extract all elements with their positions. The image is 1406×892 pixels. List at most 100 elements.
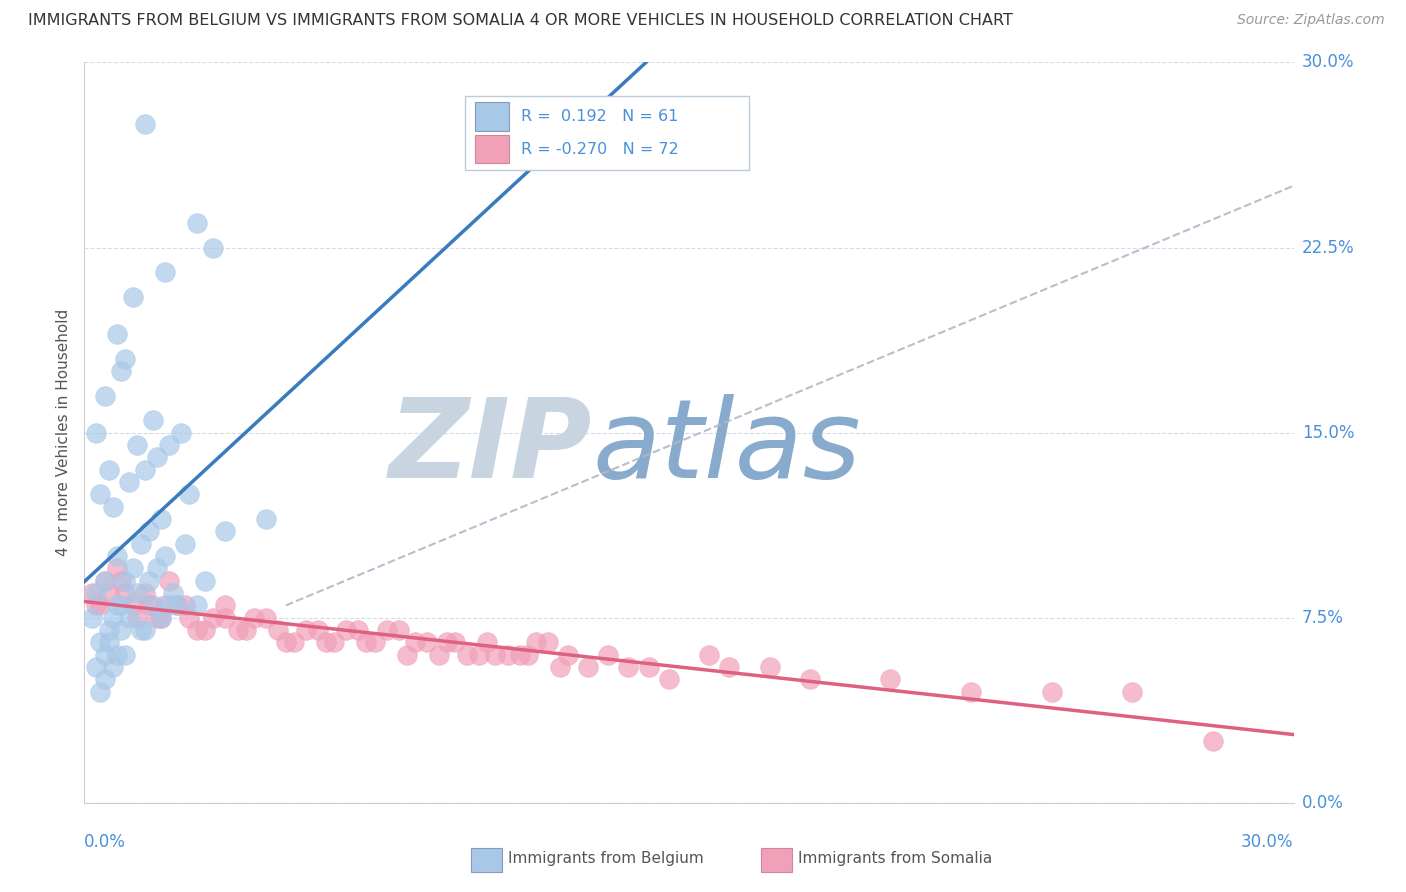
Point (186, 216, 208, 230)
Point (114, 586, 136, 600)
Point (86, 425, 108, 440)
Point (86, 599, 108, 613)
Point (97, 635, 120, 649)
Point (658, 673, 681, 687)
Point (101, 500, 124, 514)
Point (110, 623, 132, 637)
Point (89, 599, 111, 613)
Point (134, 586, 156, 600)
Point (484, 648, 506, 662)
Point (129, 536, 152, 550)
Text: Source: ZipAtlas.com: Source: ZipAtlas.com (1237, 13, 1385, 28)
Point (697, 648, 720, 662)
Point (142, 413, 165, 427)
Point (166, 599, 188, 613)
Point (97, 462, 120, 476)
Point (254, 610, 277, 624)
Point (416, 635, 439, 649)
Point (142, 599, 165, 613)
Point (146, 450, 169, 465)
Point (1202, 734, 1225, 748)
Point (110, 364, 132, 378)
Point (307, 623, 329, 637)
FancyBboxPatch shape (471, 848, 502, 871)
Point (274, 635, 297, 649)
Point (93, 648, 115, 662)
Point (179, 487, 201, 501)
Point (315, 635, 337, 649)
Point (97, 623, 120, 637)
Y-axis label: 4 or more Vehicles in Household: 4 or more Vehicles in Household (56, 309, 72, 557)
Point (179, 610, 201, 624)
Point (356, 635, 378, 649)
Point (477, 635, 499, 649)
Point (134, 623, 156, 637)
Point (235, 623, 257, 637)
Point (93, 574, 115, 588)
Point (226, 623, 249, 637)
Point (214, 599, 236, 613)
Point (82, 610, 104, 624)
Point (121, 290, 143, 304)
Point (1121, 685, 1143, 699)
Point (718, 660, 741, 674)
Point (166, 599, 188, 613)
FancyBboxPatch shape (475, 103, 509, 130)
Point (202, 240, 225, 255)
Point (242, 610, 264, 624)
Point (254, 512, 277, 526)
Text: Immigrants from Somalia: Immigrants from Somalia (797, 851, 993, 866)
Point (105, 549, 128, 563)
Point (138, 524, 160, 539)
Point (202, 610, 225, 624)
FancyBboxPatch shape (475, 135, 509, 163)
Point (110, 574, 132, 588)
Point (93, 673, 115, 687)
Point (86, 660, 108, 674)
Point (82, 586, 104, 600)
Point (118, 475, 141, 489)
Text: 30.0%: 30.0% (1241, 833, 1294, 851)
Point (496, 648, 519, 662)
Point (157, 599, 180, 613)
Point (174, 599, 197, 613)
Point (444, 635, 467, 649)
Point (101, 660, 124, 674)
Point (576, 660, 599, 674)
Point (456, 648, 478, 662)
Point (134, 117, 156, 131)
Point (86, 586, 108, 600)
Point (598, 648, 620, 662)
Point (335, 623, 357, 637)
Point (363, 635, 385, 649)
Text: 7.5%: 7.5% (1302, 608, 1344, 627)
Point (468, 648, 491, 662)
Point (97, 586, 120, 600)
Text: 30.0%: 30.0% (1302, 54, 1354, 71)
Point (125, 586, 148, 600)
Point (375, 623, 398, 637)
Text: R = -0.270   N = 72: R = -0.270 N = 72 (520, 142, 679, 157)
Point (114, 351, 136, 366)
Point (101, 610, 124, 624)
Point (146, 610, 169, 624)
Point (153, 599, 176, 613)
Point (295, 623, 318, 637)
Point (186, 623, 208, 637)
Point (524, 635, 547, 649)
Point (427, 648, 450, 662)
Point (105, 599, 128, 613)
Point (516, 648, 538, 662)
Point (149, 512, 172, 526)
Text: atlas: atlas (592, 394, 860, 501)
Point (118, 610, 141, 624)
FancyBboxPatch shape (762, 848, 792, 871)
Text: ZIP: ZIP (388, 394, 592, 501)
Text: Immigrants from Belgium: Immigrants from Belgium (508, 851, 703, 866)
Text: 0.0%: 0.0% (84, 833, 127, 851)
Point (138, 599, 160, 613)
Point (617, 660, 640, 674)
Point (162, 586, 184, 600)
Point (93, 388, 115, 402)
Point (138, 574, 160, 588)
